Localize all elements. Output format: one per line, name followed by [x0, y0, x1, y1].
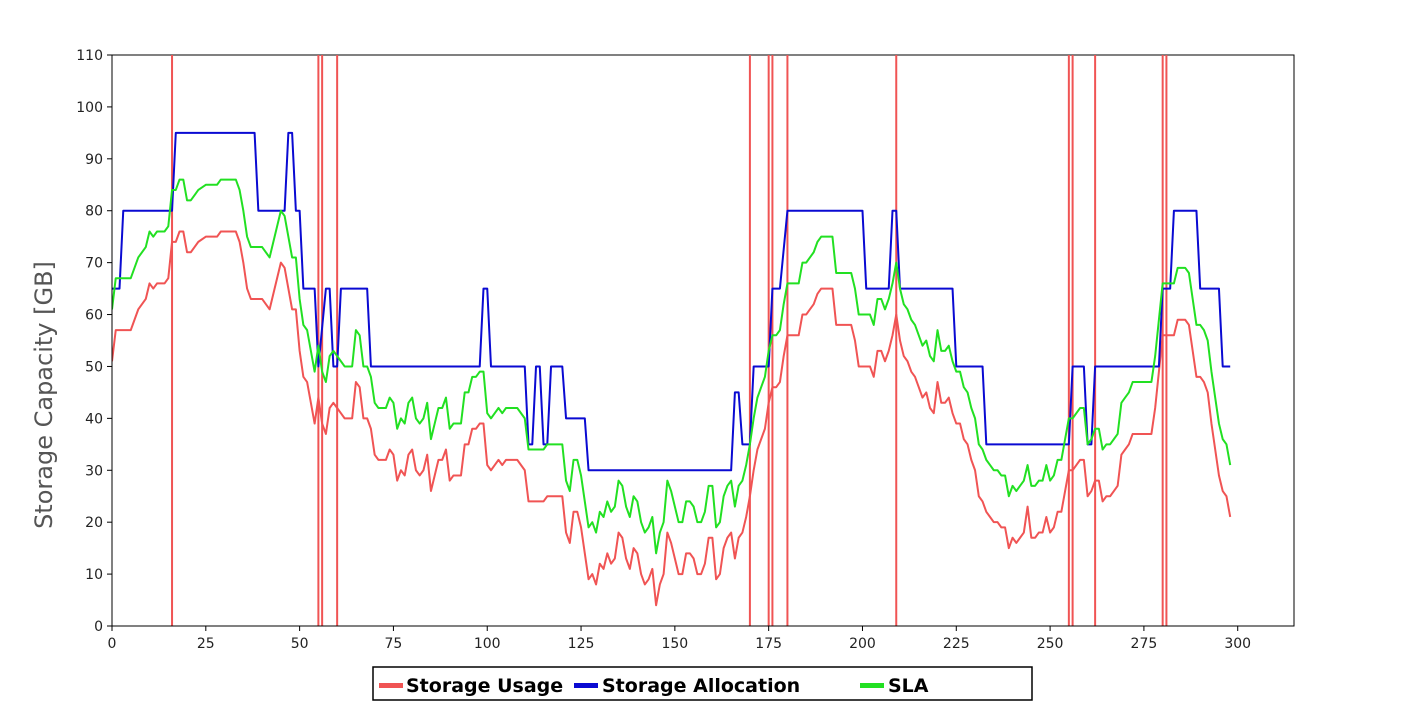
- y-tick-label: 40: [85, 411, 103, 427]
- x-tick-label: 75: [385, 636, 403, 652]
- legend-swatch-sla: [860, 683, 884, 688]
- x-tick-label: 50: [291, 636, 309, 652]
- x-tick-label: 100: [474, 636, 501, 652]
- x-axis: 0 25 50 75 100 125 150 175 200 225 250 275 300: [108, 625, 1294, 652]
- x-tick-label: 300: [1224, 636, 1251, 652]
- y-tick-label: 110: [76, 48, 103, 64]
- plot-area: [111, 54, 1295, 627]
- series-lines: [112, 131, 1232, 607]
- x-tick-label: 250: [1037, 636, 1064, 652]
- x-tick-label: 0: [108, 636, 117, 652]
- y-tick-label: 10: [85, 567, 103, 583]
- legend-box: [372, 666, 1033, 701]
- legend-label-storage-usage: Storage Usage: [406, 675, 563, 697]
- y-tick-label: 20: [85, 515, 103, 531]
- legend-item-storage-usage: Storage Usage: [379, 675, 563, 697]
- legend-item-storage-allocation: Storage Allocation: [574, 675, 800, 697]
- x-tick-label: 225: [943, 636, 970, 652]
- legend-swatch-storage-usage: [379, 683, 403, 688]
- legend-swatch-storage-allocation: [574, 683, 598, 688]
- legend: Storage Usage Storage Allocation SLA: [372, 666, 1033, 701]
- y-axis-title-text: Storage Capacity [GB]: [30, 261, 58, 529]
- x-tick-label: 275: [1131, 636, 1158, 652]
- legend-item-sla: SLA: [860, 675, 929, 697]
- x-tick-label: 25: [197, 636, 215, 652]
- legend-label-sla: SLA: [888, 675, 929, 697]
- y-axis: 0 10 20 30 40 50 60 70 80 90 100 110: [76, 48, 113, 635]
- y-tick-label: 80: [85, 204, 103, 220]
- series-line-sla: [112, 178, 1232, 555]
- y-tick-label: 50: [85, 359, 103, 375]
- x-tick-label: 200: [849, 636, 876, 652]
- series-line-storage-usage: [112, 230, 1232, 607]
- y-tick-label: 100: [76, 100, 103, 116]
- y-tick-label: 90: [85, 152, 103, 168]
- y-tick-label: 30: [85, 463, 103, 479]
- y-tick-label: 70: [85, 256, 103, 272]
- y-tick-label: 60: [85, 308, 103, 324]
- x-tick-label: 125: [568, 636, 595, 652]
- y-axis-title: Storage Capacity [GB]: [30, 261, 58, 529]
- x-tick-label: 150: [661, 636, 688, 652]
- x-tick-label: 175: [755, 636, 782, 652]
- legend-label-storage-allocation: Storage Allocation: [602, 675, 800, 697]
- y-tick-label: 0: [94, 619, 103, 635]
